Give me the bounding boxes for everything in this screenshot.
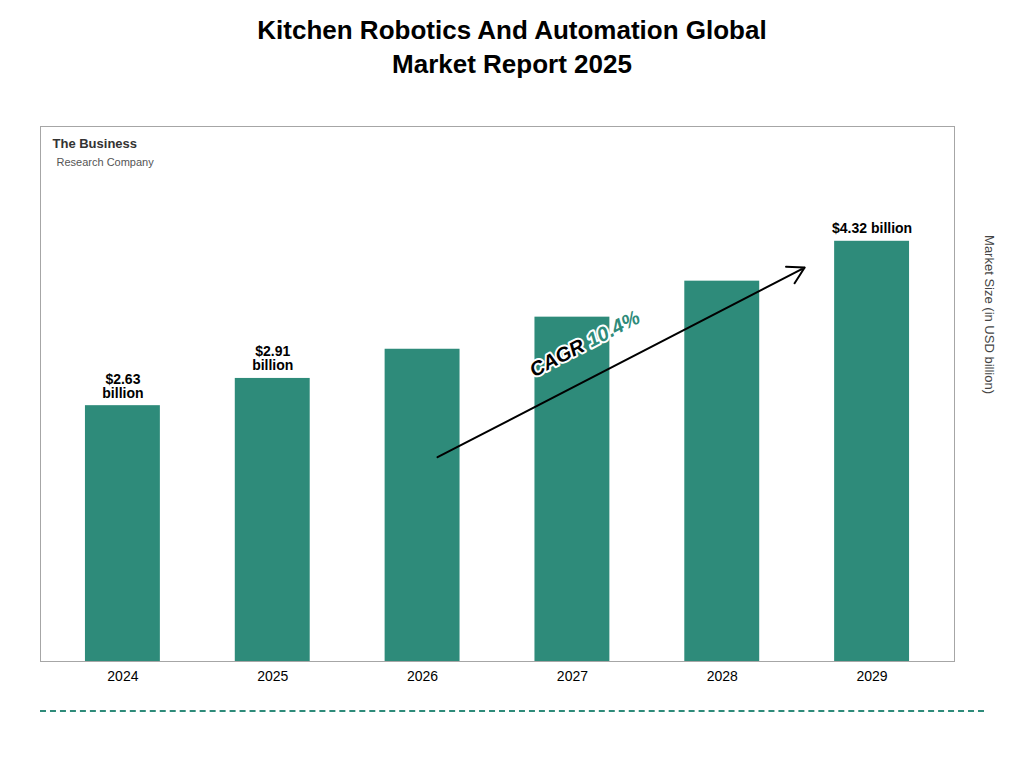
svg-text:Market Size (in USD billion): Market Size (in USD billion): [982, 235, 997, 394]
html-text:Kitchen Robotics And Automatio: Kitchen Robotics And Automation Global M…: [257, 15, 767, 79]
svg-text:Research Company: Research Company: [57, 156, 155, 168]
svg-text:2029: 2029: [857, 668, 888, 684]
svg-text:CAGR: CAGR: [526, 331, 593, 380]
svg-text:2028: 2028: [707, 668, 738, 684]
svg-text:2024: 2024: [107, 668, 138, 684]
svg-text:$4.32 billion: $4.32 billion: [832, 220, 912, 236]
svg-text:2027: 2027: [557, 668, 588, 684]
svg-text:$2.91billion: $2.91billion: [252, 343, 293, 373]
svg-text:10.4%: 10.4%: [583, 305, 644, 351]
svg-text:$2.63billion: $2.63billion: [102, 370, 143, 400]
svg-text:2026: 2026: [407, 668, 438, 684]
svg-text:2025: 2025: [257, 668, 288, 684]
svg-text:The Business: The Business: [53, 135, 138, 150]
